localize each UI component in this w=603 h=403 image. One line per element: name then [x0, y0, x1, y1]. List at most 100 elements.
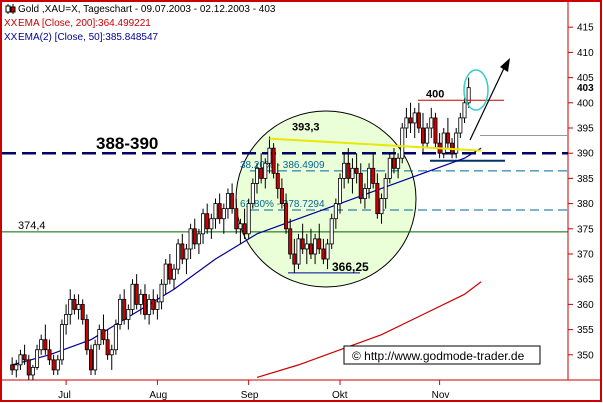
candle	[10, 357, 15, 375]
candle	[155, 294, 160, 320]
candle-body	[126, 309, 131, 320]
candle	[234, 198, 239, 234]
candle	[391, 148, 396, 174]
moving-averages-layer	[11, 147, 482, 379]
ema200-legend-marker: XX	[4, 18, 18, 29]
candle-body	[221, 208, 226, 220]
candle-body	[151, 298, 156, 310]
candle-body	[383, 177, 388, 199]
candle-body	[429, 117, 434, 129]
candle	[205, 203, 210, 234]
candle	[14, 359, 19, 378]
candle	[404, 107, 409, 139]
candle-body	[300, 238, 305, 250]
candle-body	[89, 349, 94, 371]
candle-body	[400, 127, 405, 159]
candle-body	[26, 359, 31, 376]
candle	[97, 324, 102, 350]
candle	[30, 364, 35, 380]
candle-body	[72, 298, 77, 310]
candle	[429, 107, 434, 139]
y-tick-label: 385	[577, 174, 594, 185]
candle	[138, 289, 143, 315]
candle	[76, 294, 81, 320]
candle	[308, 228, 313, 260]
candle	[458, 112, 463, 139]
candle	[122, 289, 127, 325]
candle-body	[396, 157, 401, 169]
peak-label: 393,3	[292, 122, 320, 134]
candle-body	[43, 339, 48, 351]
y-tick-label: 410	[577, 48, 594, 59]
yellow-trend-line	[269, 137, 482, 152]
candle	[317, 223, 322, 254]
candle-body	[329, 218, 334, 245]
candle-body	[284, 203, 289, 230]
candle-body	[371, 167, 376, 184]
candle	[26, 354, 31, 380]
candle	[209, 213, 214, 239]
candle	[454, 128, 459, 159]
candle-body	[64, 314, 69, 325]
candle	[346, 148, 351, 184]
candle	[250, 178, 255, 209]
candle-body	[209, 218, 214, 230]
candle-body	[441, 132, 446, 154]
candle	[192, 218, 197, 249]
candle-body	[271, 147, 276, 174]
candle	[47, 339, 52, 365]
candle	[147, 294, 152, 325]
candle-body	[205, 213, 210, 230]
candle-body	[47, 349, 52, 361]
candle-body	[420, 127, 425, 144]
candle	[130, 279, 135, 315]
candle-body	[122, 298, 127, 320]
candle	[159, 279, 164, 310]
candle-body	[167, 263, 172, 280]
candle-body	[113, 324, 118, 351]
y-tick-label: 355	[577, 325, 594, 336]
y-tick-label: 375	[577, 224, 594, 235]
candle	[367, 163, 372, 199]
candle	[271, 143, 276, 179]
chart-title: Gold ,XAU=X, Tageschart - 09.07.2003 - 0…	[18, 4, 276, 15]
candle-body	[404, 117, 409, 129]
candle-body	[51, 359, 56, 371]
candle	[321, 238, 326, 265]
candle	[462, 97, 467, 123]
candle-body	[296, 238, 301, 265]
trough-label: 366,25	[332, 260, 369, 274]
candle	[43, 324, 48, 355]
candle-body	[254, 167, 259, 184]
x-tick-label: Jul	[58, 390, 71, 401]
copyright-text: © http://www.godmode-trader.de	[352, 349, 525, 363]
candle	[167, 254, 172, 285]
candle	[412, 107, 417, 139]
candle	[68, 289, 73, 325]
candle	[288, 218, 293, 260]
candle-body	[101, 329, 106, 341]
candle	[89, 344, 94, 375]
y-tick-label: 390	[577, 149, 594, 160]
candle	[300, 223, 305, 254]
candle	[396, 153, 401, 179]
axis-ticks-layer: 350 355 360 365 370 375 380 385 390 395 400 405 410 4…	[58, 23, 594, 401]
candle	[433, 112, 438, 149]
candle-body	[35, 349, 40, 368]
candle-body	[180, 243, 185, 260]
candle-body	[358, 172, 363, 199]
candle-body	[391, 157, 396, 169]
candle-body	[134, 283, 139, 305]
candle	[163, 259, 168, 295]
x-tick-label: Sep	[241, 390, 259, 401]
candle	[466, 77, 471, 108]
candle	[246, 198, 251, 239]
candle	[292, 238, 297, 273]
y-tick-label: 360	[577, 300, 594, 311]
candle-body	[109, 349, 114, 356]
candles-layer	[10, 77, 471, 380]
candle-body	[18, 354, 23, 366]
legend-candlestick-icon	[5, 4, 16, 14]
candle	[400, 122, 405, 164]
candle	[18, 349, 23, 370]
